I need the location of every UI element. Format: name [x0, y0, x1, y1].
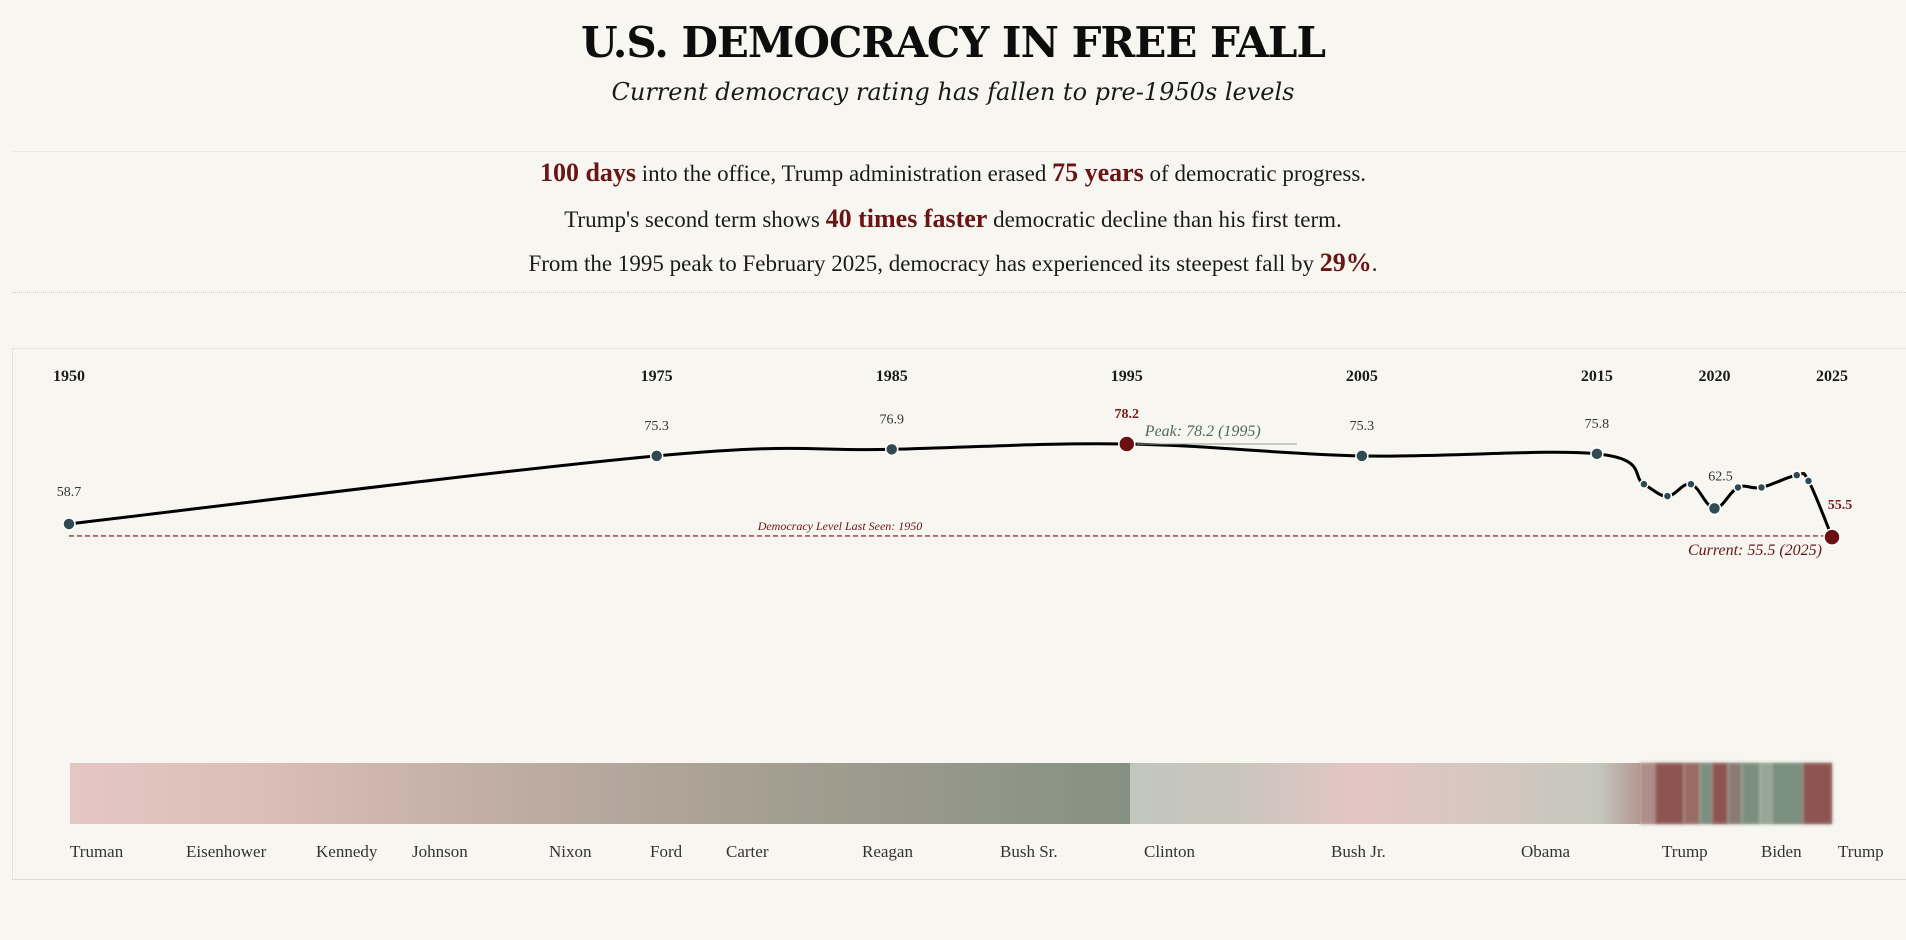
stat-text: From the 1995 peak to February 2025, dem…	[528, 251, 1320, 276]
color-bar-segment	[1760, 763, 1772, 824]
stat-text: .	[1371, 251, 1378, 276]
data-label: 62.5	[1708, 469, 1733, 484]
data-point	[884, 442, 899, 457]
highlight: 29%	[1319, 248, 1372, 277]
reference-label: Democracy Level Last Seen: 1950	[757, 519, 923, 533]
series-line	[68, 442, 1834, 538]
year-label: 2005	[1346, 368, 1378, 385]
president-label: Johnson	[412, 842, 468, 861]
data-point	[1707, 501, 1722, 516]
year-label: 1950	[53, 368, 85, 385]
data-point	[1590, 447, 1604, 461]
highlight: 100 days	[539, 158, 637, 187]
democracy-line-chart: 1950 1975 1985 1995 2005 2015 2020 2025 Democrac…	[53, 368, 1853, 559]
year-label: 2015	[1581, 368, 1613, 385]
color-bar-segment	[1655, 763, 1684, 824]
data-point	[1756, 482, 1767, 493]
data-label: 78.2	[1115, 407, 1140, 422]
stat-line-1: 100 days into the office, Trump administ…	[0, 158, 1906, 188]
president-label: Eisenhower	[186, 842, 267, 861]
year-label: 2020	[1698, 368, 1730, 385]
data-point	[62, 517, 76, 531]
stat-line-2: Trump's second term shows 40 times faste…	[0, 204, 1906, 234]
stat-text: of democratic progress.	[1143, 161, 1367, 186]
data-point	[1791, 470, 1802, 480]
color-bar-segment	[1728, 763, 1742, 824]
color-bar-segment	[1712, 763, 1728, 824]
highlight: 40 times faster	[825, 204, 988, 233]
president-label: Ford	[650, 842, 683, 861]
stat-text: Trump's second term shows	[564, 207, 826, 232]
data-point	[1733, 482, 1743, 493]
page-title: U.S. DEMOCRACY IN FREE FALL	[581, 18, 1326, 67]
color-bar-segment	[1742, 763, 1760, 824]
data-point	[1639, 479, 1649, 489]
data-label: 55.5	[1828, 498, 1853, 513]
divider	[12, 151, 1906, 152]
data-point	[1355, 449, 1369, 463]
president-label: Trump	[1838, 842, 1884, 861]
data-label: 76.9	[879, 412, 904, 427]
president-label: Bush Sr.	[1000, 842, 1058, 861]
page-subtitle: Current democracy rating has fallen to p…	[611, 78, 1295, 106]
highlight: 75 years	[1052, 158, 1144, 187]
year-label: 2025	[1816, 368, 1848, 385]
data-point	[1823, 528, 1841, 546]
year-label: 1985	[876, 368, 908, 385]
stat-text: into the office, Trump administration er…	[636, 161, 1053, 186]
data-point	[1803, 476, 1814, 486]
peak-annotation: Peak: 78.2 (1995)	[1144, 423, 1261, 440]
divider	[12, 292, 1906, 293]
president-label: Carter	[726, 842, 769, 861]
current-annotation: Current: 55.5 (2025)	[1688, 542, 1822, 559]
data-label: 75.8	[1585, 417, 1610, 432]
stat-line-3: From the 1995 peak to February 2025, dem…	[0, 248, 1906, 278]
color-bar-segment	[1700, 763, 1712, 824]
year-label: 1995	[1111, 368, 1143, 385]
data-label: 75.3	[1350, 419, 1375, 434]
president-label: Biden	[1761, 842, 1802, 861]
year-label: 1975	[641, 368, 673, 385]
color-bar-segment	[1772, 763, 1803, 824]
data-point	[1662, 491, 1673, 501]
president-label: Obama	[1521, 842, 1571, 861]
president-label: Nixon	[549, 842, 592, 861]
president-label: Kennedy	[316, 842, 378, 861]
color-bar-segment	[1803, 763, 1832, 824]
color-bar-segment	[1130, 763, 1640, 824]
president-label: Clinton	[1144, 842, 1196, 861]
stat-text: democratic decline than his first term.	[987, 207, 1342, 232]
data-point	[1686, 479, 1696, 489]
president-label: Truman	[70, 842, 124, 861]
president-label: Reagan	[862, 842, 913, 861]
data-label: 75.3	[644, 419, 669, 434]
data-label: 58.7	[57, 485, 82, 500]
president-label: Trump	[1662, 842, 1708, 861]
color-bar-segment	[1640, 763, 1655, 824]
data-point	[1118, 435, 1136, 453]
data-point	[649, 449, 664, 463]
president-label: Bush Jr.	[1331, 842, 1386, 861]
color-bar-segment	[1684, 763, 1700, 824]
